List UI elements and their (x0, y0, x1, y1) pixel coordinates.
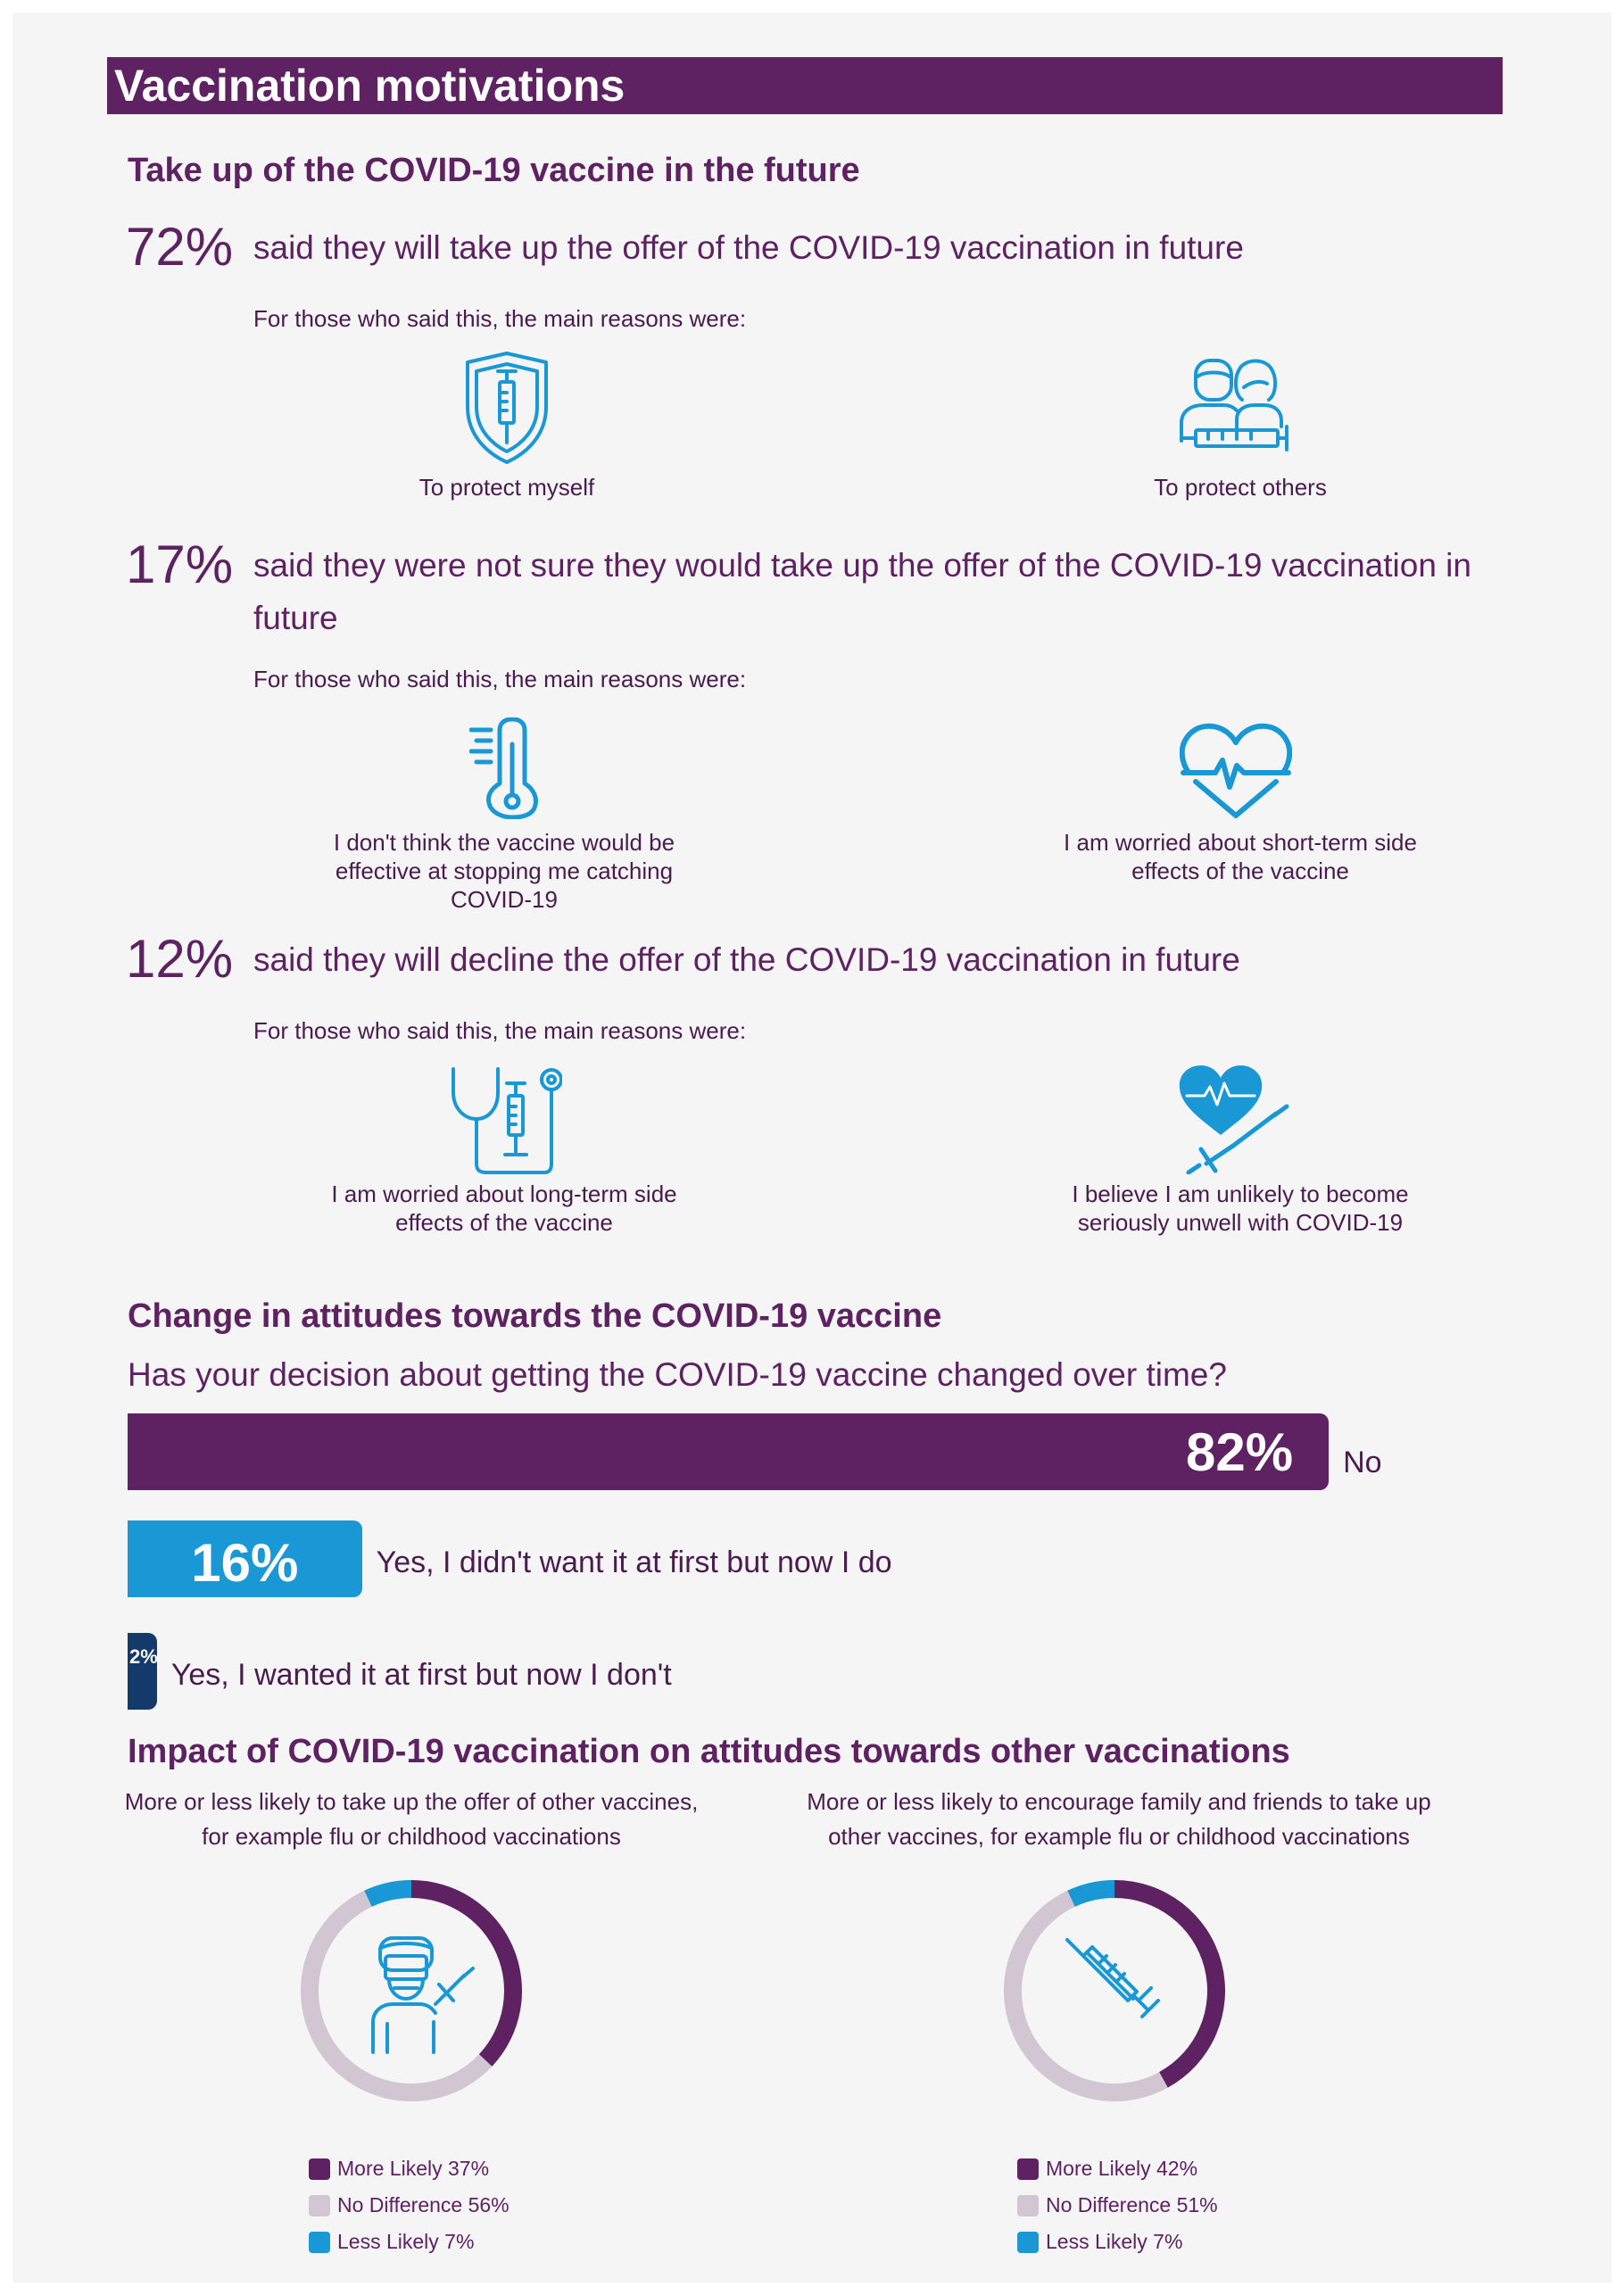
takeup-statement-decline: said they will decline the offer of the … (253, 941, 1240, 978)
legend-label: More Likely 42% (1046, 2157, 1198, 2180)
attitude-bar: 82% (128, 1413, 1330, 1490)
bar-value-label: 2% (129, 1645, 158, 1668)
donut-subtitle-2: More or less likely to encourage family … (807, 1788, 1431, 1850)
donut-slice-more-likely (1114, 1880, 1225, 2088)
donut-slice-less-likely (364, 1880, 411, 1907)
shield-syringe-icon (462, 350, 551, 466)
takeup-heading: Take up of the COVID-19 vaccine in the f… (128, 152, 860, 189)
legend-label: Less Likely 7% (1046, 2230, 1183, 2253)
heart-syringe-icon (1176, 1064, 1292, 1174)
donut-subtitle-1: More or less likely to take up the offer… (124, 1788, 699, 1850)
reason-label: To protect myself (418, 474, 595, 501)
takeup-statement-unsure: said they were not sure they would take … (253, 547, 1471, 636)
reason-label: I don't think the vaccine would be effec… (333, 829, 675, 913)
takeup-intro-yes: For those who said this, the main reason… (253, 305, 747, 332)
donut-slice-no-difference (300, 1890, 493, 2101)
donut-chart-2 (994, 1870, 1235, 2116)
takeup-statement-yes: said they will take up the offer of the … (253, 229, 1244, 266)
legend-item: No Difference 56% (309, 2187, 510, 2224)
legend-label: More Likely 37% (337, 2157, 490, 2180)
donut-slice-no-difference (1003, 1890, 1168, 2101)
donut-legend-2: More Likely 42% No Difference 51% Less L… (1017, 2150, 1218, 2260)
people-syringe-icon (1178, 355, 1294, 468)
legend-label: Less Likely 7% (337, 2230, 475, 2253)
takeup-percent-decline: 12% (126, 929, 234, 989)
donut-1-svg (300, 1880, 522, 2101)
donut-slice-more-likely (411, 1880, 522, 2067)
legend-item: More Likely 42% (1017, 2150, 1218, 2187)
donut-chart-1 (291, 1870, 532, 2116)
thermometer-icon (469, 717, 544, 819)
reason-label: I am worried about long-term side effect… (331, 1181, 677, 1236)
reason-label: I believe I am unlikely to become seriou… (1072, 1181, 1409, 1236)
takeup-intro-decline: For those who said this, the main reason… (253, 1017, 747, 1044)
bar-category-label: Yes, I didn't want it at first but now I… (376, 1545, 892, 1579)
legend-swatch (309, 2231, 330, 2253)
donut-slice-less-likely (1067, 1880, 1114, 1907)
reason-label: To protect others (1154, 474, 1327, 501)
bar-category-label: No (1343, 1446, 1382, 1479)
page-title: Vaccination motivations (107, 57, 1503, 114)
stethoscope-syringe-icon (446, 1065, 562, 1176)
donut-legend-1: More Likely 37% No Difference 56% Less L… (309, 2150, 510, 2260)
legend-item: No Difference 51% (1017, 2187, 1218, 2224)
legend-label: No Difference 56% (337, 2193, 510, 2216)
infographic-page (12, 12, 1612, 2283)
legend-swatch (1017, 2194, 1039, 2216)
attitudes-question: Has your decision about getting the COVI… (128, 1356, 1227, 1393)
heartbeat-icon (1180, 721, 1292, 819)
takeup-percent-yes: 72% (126, 217, 234, 277)
attitude-bar: 2% (128, 1633, 158, 1710)
bar-value-label: 82% (1186, 1422, 1294, 1482)
syringe-icon (1065, 1938, 1160, 2018)
reason-label: I am worried about short-term side effec… (1064, 829, 1417, 884)
bar-value-label: 16% (191, 1533, 299, 1593)
legend-item: Less Likely 7% (1017, 2224, 1218, 2260)
donut-2-svg (1003, 1880, 1225, 2101)
legend-swatch (309, 2194, 330, 2216)
legend-swatch (1017, 2231, 1039, 2253)
takeup-percent-unsure: 17% (126, 534, 234, 594)
person-vaccination-icon (371, 1936, 475, 2054)
bar-category-label: Yes, I wanted it at first but now I don'… (170, 1658, 672, 1692)
attitudes-heading: Change in attitudes towards the COVID-19… (128, 1297, 942, 1335)
legend-item: More Likely 37% (309, 2150, 510, 2187)
impact-heading: Impact of COVID-19 vaccination on attitu… (128, 1733, 1290, 1770)
takeup-intro-unsure: For those who said this, the main reason… (253, 666, 747, 692)
legend-swatch (309, 2158, 330, 2180)
legend-label: No Difference 51% (1046, 2193, 1218, 2216)
legend-item: Less Likely 7% (309, 2224, 510, 2260)
legend-swatch (1017, 2158, 1039, 2180)
attitude-bar: 16% (128, 1520, 362, 1597)
attitude-bar-chart: 82% No 16% Yes, I didn't want it at first b… (128, 1413, 1466, 1710)
